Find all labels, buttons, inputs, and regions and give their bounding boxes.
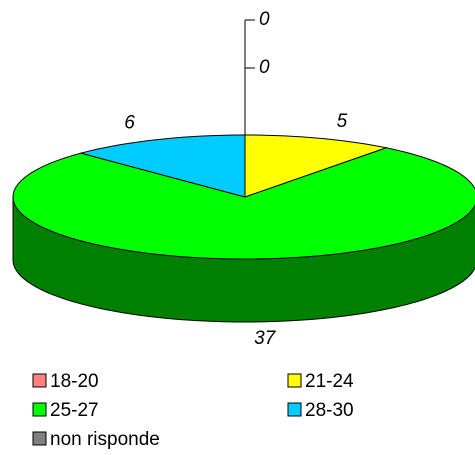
legend-swatch xyxy=(32,373,47,388)
data-label: 0 xyxy=(259,57,270,78)
legend-label: 28-30 xyxy=(305,400,354,421)
data-label: 6 xyxy=(124,113,135,134)
legend-swatch xyxy=(287,402,302,417)
pie-slice xyxy=(78,134,246,198)
data-label: 5 xyxy=(337,111,348,132)
legend-label: 18-20 xyxy=(50,371,99,392)
data-label: 0 xyxy=(259,9,270,30)
data-label: 37 xyxy=(254,328,277,349)
legend-swatch xyxy=(32,431,47,446)
legend-swatch xyxy=(32,402,47,417)
pie-slice xyxy=(244,134,389,198)
legend-label: 25-27 xyxy=(50,400,99,421)
legend-swatch xyxy=(287,373,302,388)
legend-label: 21-24 xyxy=(305,371,354,392)
legend-label: non risponde xyxy=(50,429,160,450)
